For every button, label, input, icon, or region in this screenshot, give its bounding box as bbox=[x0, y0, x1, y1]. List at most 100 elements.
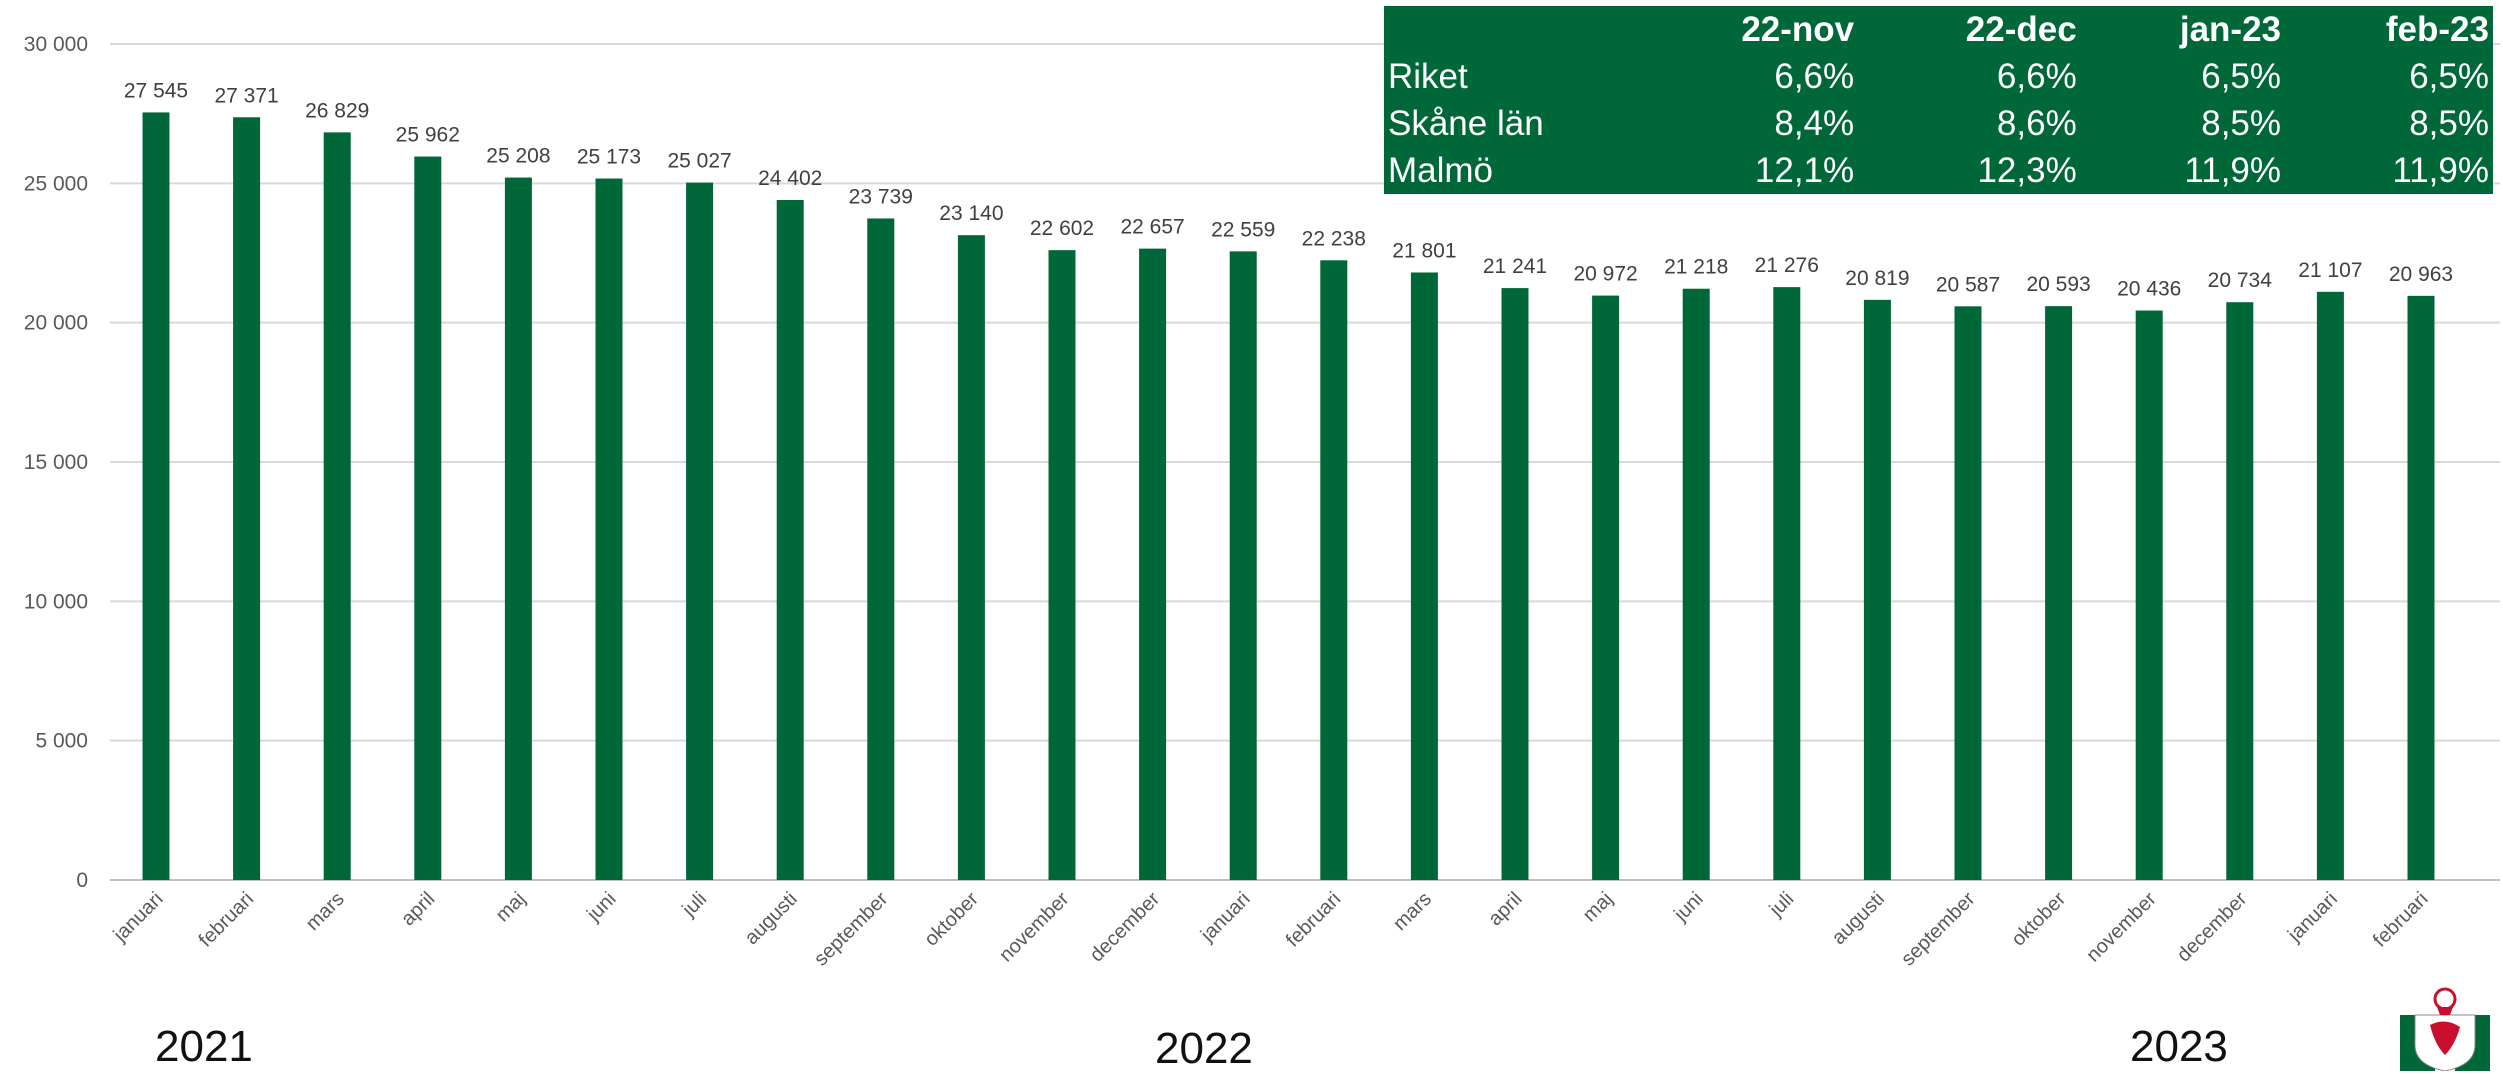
bar bbox=[323, 132, 351, 880]
bar-value-label: 23 140 bbox=[939, 202, 1003, 225]
table-header-cell: 22-nov bbox=[1741, 10, 1855, 49]
x-tick-label: december bbox=[1086, 888, 1165, 967]
bar-value-label: 20 734 bbox=[2208, 269, 2273, 292]
bar-value-label: 27 545 bbox=[124, 79, 188, 102]
bar bbox=[142, 112, 170, 881]
x-tick-label: september bbox=[1897, 888, 1980, 971]
bar-value-label: 26 829 bbox=[305, 99, 369, 122]
x-tick-label: februari bbox=[195, 888, 259, 952]
table-header-cell bbox=[1384, 6, 1632, 53]
x-tick-label: augusti bbox=[1828, 888, 1889, 949]
bar bbox=[2226, 302, 2254, 880]
bar bbox=[1773, 287, 1801, 881]
x-tick-label: februari bbox=[2369, 888, 2433, 952]
table-cell: 8,5% bbox=[2201, 104, 2282, 143]
table-cell: 8,6% bbox=[1996, 104, 2077, 143]
table-header-cell: feb-23 bbox=[2385, 10, 2489, 49]
bar-value-label: 22 602 bbox=[1030, 217, 1094, 240]
bar bbox=[776, 199, 804, 880]
bar bbox=[504, 177, 532, 881]
bar bbox=[867, 218, 895, 880]
x-tick-label: juni bbox=[1669, 888, 1707, 926]
x-tick-label: november bbox=[2082, 888, 2161, 967]
bar-value-label: 21 107 bbox=[2298, 259, 2362, 282]
bar-value-label: 20 963 bbox=[2389, 263, 2453, 286]
bar-value-label: 21 241 bbox=[1483, 255, 1547, 278]
bar bbox=[1320, 260, 1348, 881]
bar-value-label: 23 739 bbox=[849, 185, 913, 208]
bar-value-label: 24 402 bbox=[758, 167, 822, 190]
table-cell: 8,4% bbox=[1774, 104, 1855, 143]
x-tick-label: mars bbox=[1389, 888, 1436, 935]
x-tick-label: maj bbox=[1579, 888, 1617, 926]
x-tick-label: november bbox=[995, 888, 1074, 967]
bar bbox=[2045, 306, 2073, 880]
bar bbox=[1592, 295, 1620, 880]
bar-value-label: 21 218 bbox=[1664, 256, 1728, 279]
bar-value-label: 21 276 bbox=[1755, 254, 1819, 277]
table-cell: 12,1% bbox=[1754, 151, 1855, 190]
x-tick-label: oktober bbox=[2007, 888, 2070, 951]
bar bbox=[1501, 288, 1529, 881]
table-row: Malmö 12,1% 12,3% 11,9% 11,9% bbox=[1384, 147, 2493, 194]
table-header-cell: jan-23 bbox=[2179, 10, 2282, 49]
y-tick-label: 20 000 bbox=[24, 312, 88, 335]
bar-value-label: 22 238 bbox=[1302, 227, 1366, 250]
bar-value-label: 25 208 bbox=[486, 145, 550, 168]
table-header-row: 22-nov 22-dec jan-23 feb-23 bbox=[1384, 6, 2493, 53]
y-tick-label: 25 000 bbox=[24, 172, 88, 195]
bar bbox=[1682, 288, 1710, 880]
year-label-2022: 2022 bbox=[1155, 1024, 1253, 1073]
table-header-cell: 22-dec bbox=[1965, 10, 2077, 49]
x-tick-label: januari bbox=[109, 888, 168, 947]
bar bbox=[1229, 251, 1257, 881]
x-tick-label: april bbox=[1484, 888, 1526, 930]
table-cell: 6,6% bbox=[1774, 57, 1855, 96]
x-axis-labels: januari februari mars april maj juni juli augus… bbox=[109, 888, 2433, 971]
y-tick-label: 10 000 bbox=[24, 590, 88, 613]
year-label-2021: 2021 bbox=[155, 1022, 253, 1071]
table-cell: 6,5% bbox=[2201, 57, 2282, 96]
row-label: Riket bbox=[1388, 57, 1468, 96]
x-tick-label: april bbox=[397, 888, 439, 930]
bar-value-label: 21 801 bbox=[1392, 239, 1456, 262]
table-cell: 11,9% bbox=[2392, 151, 2489, 190]
y-tick-label: 30 000 bbox=[24, 33, 88, 56]
x-tick-label: december bbox=[2173, 888, 2252, 967]
table-cell: 6,6% bbox=[1996, 57, 2077, 96]
y-axis-ticks: 0 5 000 10 000 15 000 20 000 25 000 30 000 bbox=[24, 33, 88, 892]
bar bbox=[957, 235, 985, 880]
bar-value-label: 25 962 bbox=[396, 124, 460, 147]
bar bbox=[595, 178, 623, 881]
table-cell: 8,5% bbox=[2409, 104, 2489, 143]
bar bbox=[1954, 306, 1982, 880]
bar-value-label: 20 593 bbox=[2026, 273, 2090, 296]
bar bbox=[686, 182, 714, 880]
bar bbox=[1139, 248, 1167, 880]
value-labels: 27 545 27 371 26 829 25 962 25 208 25 173 25 0… bbox=[124, 79, 2453, 300]
bar-value-label: 22 559 bbox=[1211, 218, 1275, 241]
table-row: Riket 6,6% 6,6% 6,5% 6,5% bbox=[1384, 53, 2493, 100]
bar bbox=[2407, 295, 2435, 880]
rate-table: 22-nov 22-dec jan-23 feb-23 Riket 6,6% 6… bbox=[1384, 6, 2493, 194]
y-tick-label: 5 000 bbox=[35, 730, 88, 753]
y-tick-label: 0 bbox=[76, 869, 88, 892]
bar bbox=[2316, 291, 2344, 881]
bar-value-label: 27 371 bbox=[214, 84, 278, 107]
bar-value-label: 20 819 bbox=[1845, 267, 1909, 290]
bar-value-label: 20 587 bbox=[1936, 273, 2000, 296]
x-tick-label: augusti bbox=[741, 888, 802, 949]
row-label: Malmö bbox=[1388, 151, 1494, 190]
x-tick-label: februari bbox=[1282, 888, 1346, 952]
x-tick-label: januari bbox=[1196, 888, 1255, 947]
y-tick-label: 15 000 bbox=[24, 451, 88, 474]
x-tick-label: juni bbox=[582, 888, 620, 926]
bar-value-label: 22 657 bbox=[1120, 216, 1184, 239]
bar-value-label: 25 027 bbox=[667, 150, 731, 173]
bar bbox=[2135, 310, 2163, 880]
bar bbox=[1048, 250, 1076, 880]
year-label-2023: 2023 bbox=[2130, 1022, 2228, 1071]
row-label: Skåne län bbox=[1388, 104, 1544, 143]
bar bbox=[233, 117, 261, 880]
